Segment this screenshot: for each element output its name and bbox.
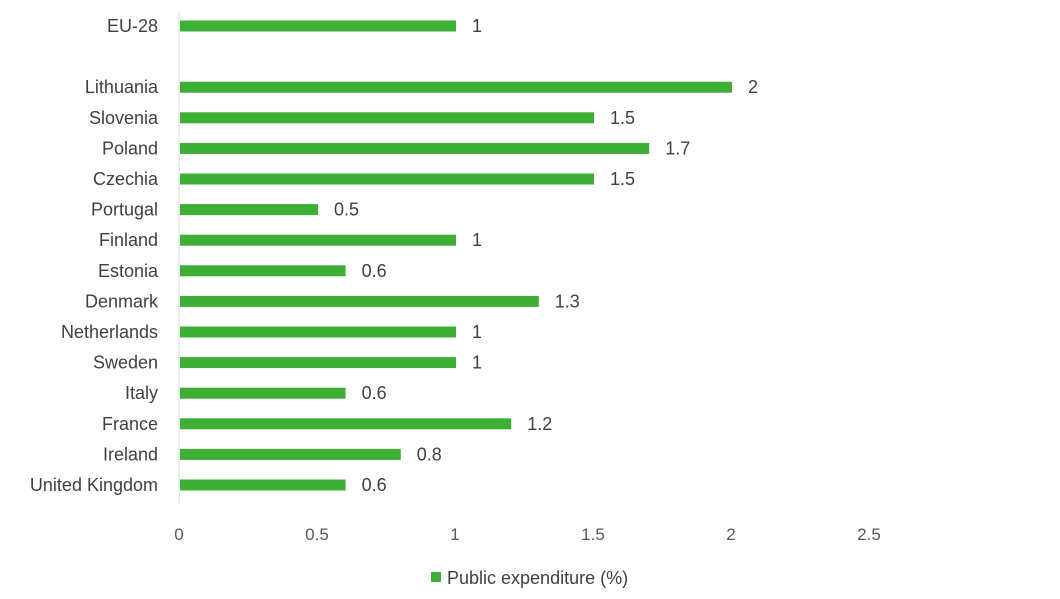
- bar: [180, 326, 456, 338]
- bar: [180, 142, 650, 154]
- x-tick-label: 2.5: [857, 525, 881, 544]
- data-label: 0.5: [334, 200, 359, 220]
- category-label: United Kingdom: [30, 475, 158, 495]
- data-label: 1.2: [527, 414, 552, 434]
- category-label: Denmark: [85, 291, 159, 311]
- data-label: 1.5: [610, 169, 635, 189]
- category-label: Sweden: [93, 353, 158, 373]
- category-label: Czechia: [93, 169, 159, 189]
- x-tick-label: 0: [174, 525, 183, 544]
- category-label: Netherlands: [61, 322, 158, 342]
- x-tick-label: 1: [450, 525, 459, 544]
- category-label: Finland: [99, 230, 158, 250]
- category-label: Italy: [125, 383, 158, 403]
- data-label: 0.6: [362, 261, 387, 281]
- bar: [180, 234, 456, 246]
- x-tick-label: 2: [726, 525, 735, 544]
- data-label: 1: [472, 16, 482, 36]
- category-label: Poland: [102, 138, 158, 158]
- bar: [180, 479, 346, 491]
- plot-area: EU-28 1 Lithuania 2 Slovenia 1.5 Poland 1.7 Czec…: [30, 12, 881, 544]
- category-label: Ireland: [103, 444, 158, 464]
- x-tick-label: 0.5: [305, 525, 329, 544]
- bar: [180, 418, 512, 430]
- bar: [180, 295, 539, 307]
- data-label: 1.5: [610, 108, 635, 128]
- category-label: France: [102, 414, 158, 434]
- data-label: 1.7: [665, 138, 690, 158]
- category-label: Slovenia: [89, 108, 159, 128]
- bar: [180, 112, 594, 124]
- bar: [180, 448, 401, 460]
- data-label: 0.8: [417, 444, 442, 464]
- bar: [180, 387, 346, 399]
- legend: Public expenditure (%): [431, 568, 628, 588]
- bar: [180, 81, 732, 93]
- category-label: Portugal: [91, 200, 158, 220]
- data-label: 0.6: [362, 383, 387, 403]
- data-label: 1.3: [555, 291, 580, 311]
- bar: [180, 265, 346, 277]
- category-label: Lithuania: [85, 77, 159, 97]
- legend-swatch: [431, 572, 441, 582]
- bar: [180, 173, 594, 185]
- data-label: 0.6: [362, 475, 387, 495]
- category-label: EU-28: [107, 16, 158, 36]
- data-label: 1: [472, 230, 482, 250]
- x-tick-label: 1.5: [581, 525, 605, 544]
- data-label: 1: [472, 353, 482, 373]
- bar: [180, 20, 456, 32]
- data-label: 2: [748, 77, 758, 97]
- data-label: 1: [472, 322, 482, 342]
- bar: [180, 357, 456, 369]
- category-label: Estonia: [98, 261, 159, 281]
- legend-label: Public expenditure (%): [447, 568, 628, 588]
- bar: [180, 204, 318, 216]
